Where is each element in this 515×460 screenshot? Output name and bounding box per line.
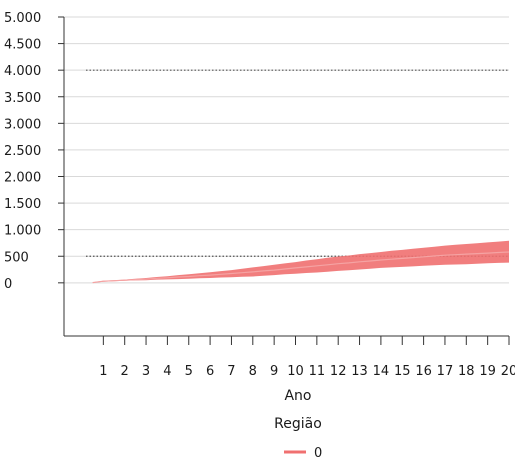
x-tick-label: 20: [501, 364, 515, 379]
series-group: [92, 240, 510, 284]
legend-title: Região: [274, 416, 322, 432]
y-tick-label: 2.000: [4, 171, 41, 186]
x-tick-label: 17: [437, 364, 454, 379]
y-tick-label: 3.000: [4, 117, 41, 132]
reference-lines: [86, 69, 509, 257]
x-tick-label: 18: [458, 364, 475, 379]
x-tick-label: 16: [415, 364, 432, 379]
y-tick-label: 4.000: [4, 64, 41, 79]
y-tick-label: 1.000: [4, 224, 41, 239]
x-tick-label: 14: [373, 364, 390, 379]
x-tick-label: 2: [121, 364, 129, 379]
y-tick-label: 1.500: [4, 197, 41, 212]
x-tick-label: 12: [330, 364, 347, 379]
y-tick-label: 4.500: [4, 38, 41, 53]
x-tick-label: 9: [270, 364, 278, 379]
x-tick-label: 13: [351, 364, 368, 379]
x-tick-label: 3: [142, 364, 150, 379]
x-tick-label: 1: [99, 364, 107, 379]
y-tick-label: 0: [4, 277, 12, 292]
x-tick-label: 8: [249, 364, 257, 379]
x-tick-label: 4: [163, 364, 171, 379]
legend-label: 0: [314, 446, 322, 460]
y-tick-label: 2.500: [4, 144, 41, 159]
x-tick-label: 6: [206, 364, 214, 379]
x-tick-label: 10: [287, 364, 304, 379]
y-tick-label: 5.000: [4, 11, 41, 26]
series-line: [92, 251, 510, 284]
legend: 0: [284, 446, 322, 460]
x-axis-title: Ano: [284, 388, 311, 404]
x-axis-ticks: 1 2 3 4 5 6 7 8 9 10 11 12 13 14 15 16 17 18 19 20: [99, 336, 515, 379]
grid-lines: [64, 16, 509, 284]
x-tick-label: 19: [479, 364, 496, 379]
x-tick-label: 7: [227, 364, 235, 379]
y-tick-label: 500: [4, 250, 29, 265]
x-tick-label: 15: [394, 364, 411, 379]
y-axis-ticks: 0 500 1.000 1.500 2.000 2.500 3.000 3.500 4.000 4…: [4, 11, 64, 292]
x-tick-label: 5: [185, 364, 193, 379]
y-tick-label: 3.500: [4, 91, 41, 106]
series-band: [92, 240, 509, 283]
x-tick-label: 11: [309, 364, 326, 379]
